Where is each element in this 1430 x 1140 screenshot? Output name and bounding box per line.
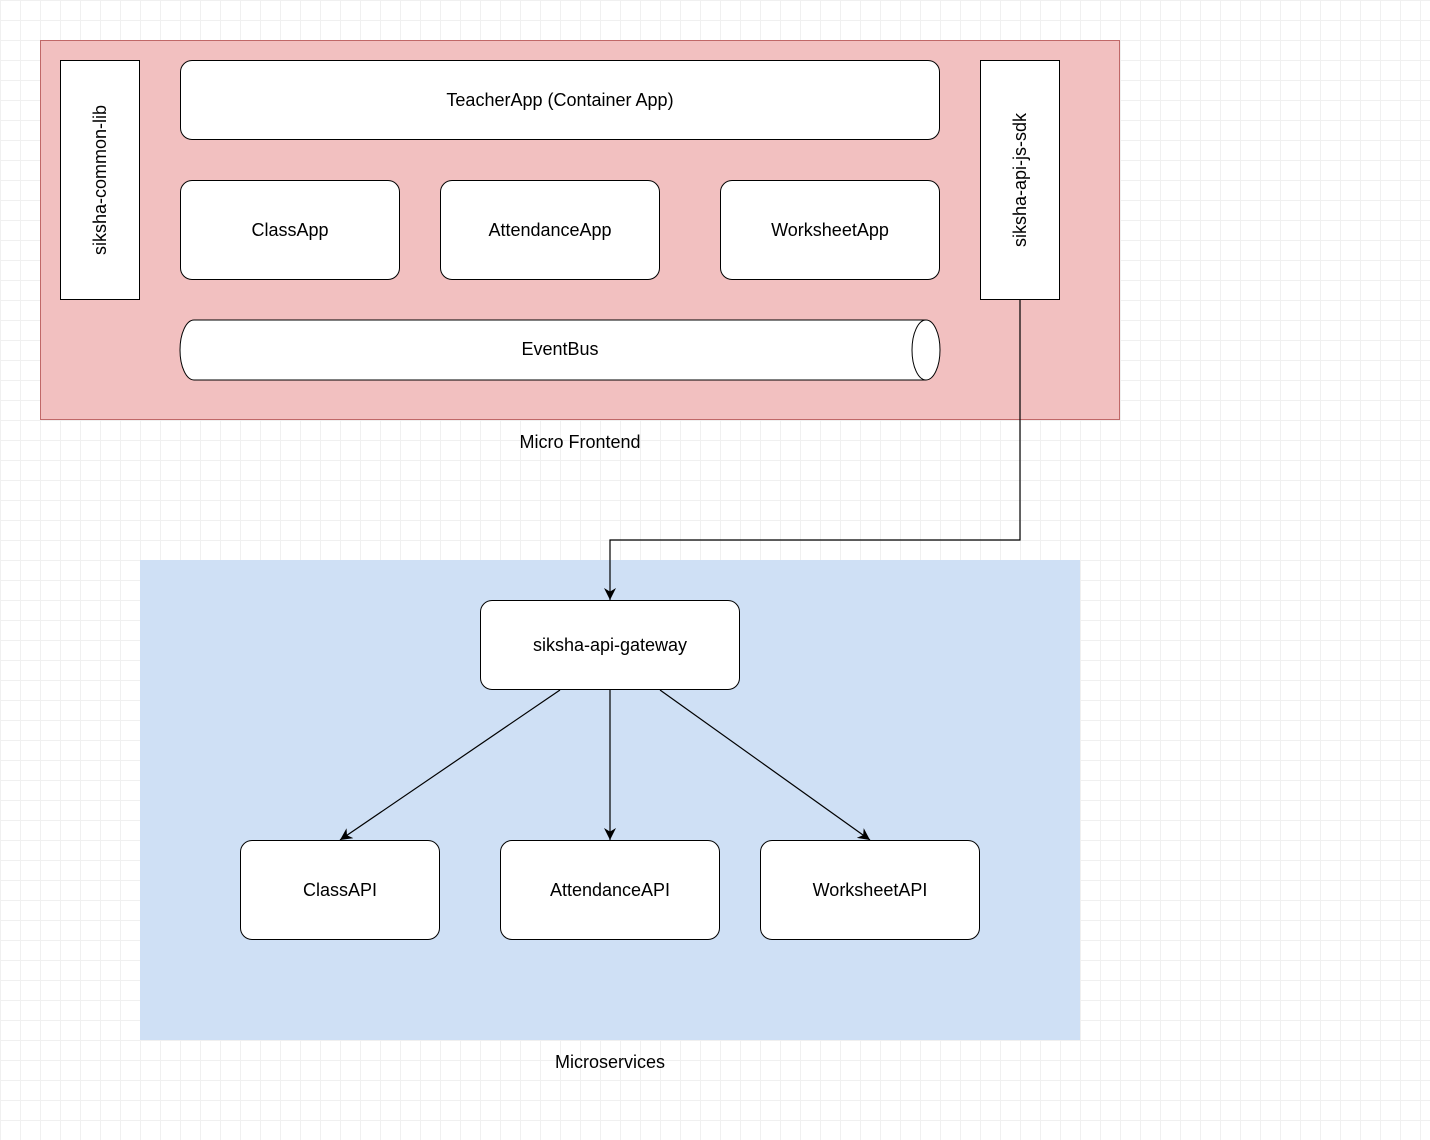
teacher-app-label: TeacherApp (Container App) bbox=[446, 90, 673, 111]
siksha-api-js-sdk-box: siksha-api-js-sdk bbox=[980, 60, 1060, 300]
siksha-api-js-sdk-label: siksha-api-js-sdk bbox=[1010, 113, 1031, 247]
class-app-box: ClassApp bbox=[180, 180, 400, 280]
class-api-label: ClassAPI bbox=[303, 880, 377, 901]
siksha-common-lib-box: siksha-common-lib bbox=[60, 60, 140, 300]
attendance-app-label: AttendanceApp bbox=[488, 220, 611, 241]
api-gateway-label: siksha-api-gateway bbox=[533, 635, 687, 656]
worksheet-app-label: WorksheetApp bbox=[771, 220, 889, 241]
microservices-label: Microservices bbox=[140, 1052, 1080, 1073]
api-gateway-box: siksha-api-gateway bbox=[480, 600, 740, 690]
attendance-api-box: AttendanceAPI bbox=[500, 840, 720, 940]
teacher-app-box: TeacherApp (Container App) bbox=[180, 60, 940, 140]
eventbus-label: EventBus bbox=[180, 339, 940, 360]
micro-frontend-label: Micro Frontend bbox=[40, 432, 1120, 453]
class-app-label: ClassApp bbox=[251, 220, 328, 241]
siksha-common-lib-label: siksha-common-lib bbox=[90, 105, 111, 255]
worksheet-api-box: WorksheetAPI bbox=[760, 840, 980, 940]
class-api-box: ClassAPI bbox=[240, 840, 440, 940]
worksheet-api-label: WorksheetAPI bbox=[813, 880, 928, 901]
worksheet-app-box: WorksheetApp bbox=[720, 180, 940, 280]
attendance-app-box: AttendanceApp bbox=[440, 180, 660, 280]
attendance-api-label: AttendanceAPI bbox=[550, 880, 670, 901]
